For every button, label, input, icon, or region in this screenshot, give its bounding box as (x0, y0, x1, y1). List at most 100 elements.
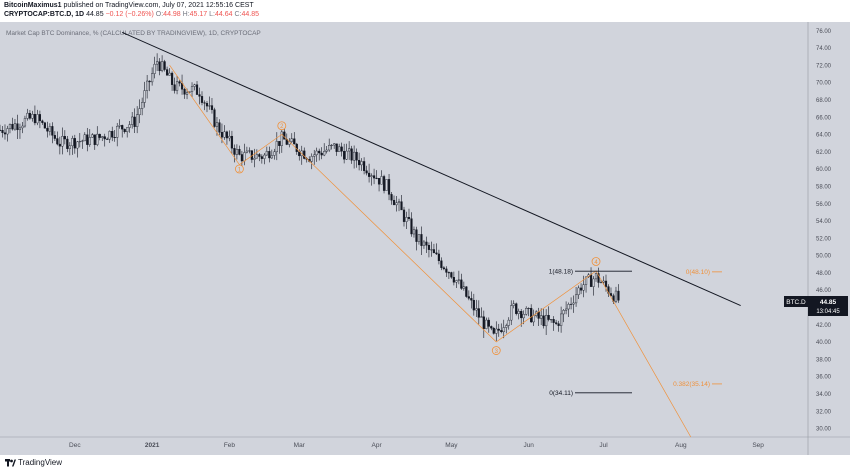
candle-body (58, 143, 61, 147)
candle-body (552, 319, 555, 323)
tradingview-logo-icon[interactable] (5, 459, 16, 467)
fib-label: 0.382(35.14) (673, 381, 710, 388)
candle-body (101, 136, 104, 138)
candle-body (422, 241, 426, 246)
candle-body (233, 147, 236, 155)
candle-body (577, 287, 580, 296)
candle-body (310, 156, 313, 162)
candle-body (83, 134, 86, 142)
wave-marker (491, 346, 501, 355)
candle-body (550, 319, 553, 321)
candle-body (123, 128, 126, 133)
candle-body (482, 316, 485, 329)
candle-body (228, 135, 231, 139)
chart-footer: TradingView (0, 455, 850, 471)
candle-body (537, 311, 540, 319)
candle-body (76, 141, 79, 149)
candle-body (98, 133, 101, 138)
candle-body (263, 154, 266, 159)
wave-label: 1 (238, 167, 242, 173)
tradingview-brand[interactable]: TradingView (18, 458, 63, 467)
candle-body (547, 314, 550, 320)
candle-body (407, 217, 411, 219)
candle-body (198, 94, 201, 97)
candle-body (507, 319, 510, 326)
candle-body (440, 260, 443, 268)
x-tick-label: Dec (69, 442, 81, 449)
price-axis[interactable] (808, 22, 850, 455)
candle-body (545, 314, 548, 327)
candle-body (530, 307, 533, 323)
candle-body (445, 268, 448, 273)
candle-body (472, 299, 475, 311)
candle-body (240, 154, 244, 162)
candle-body (370, 175, 373, 177)
candle-body (560, 313, 563, 326)
candle-body (223, 131, 226, 138)
candle-body (195, 84, 199, 95)
candle-body (235, 149, 239, 155)
candle-body (532, 315, 535, 323)
candle-body (457, 279, 460, 281)
candle-body (6, 128, 9, 135)
candle-body (572, 302, 575, 305)
candle-body (375, 177, 378, 179)
author-name[interactable]: BitcoinMaximus1 (4, 2, 62, 9)
x-tick-label: Feb (224, 442, 236, 449)
candle-body (417, 234, 421, 242)
candle-body (126, 127, 129, 133)
candle-body (602, 280, 605, 283)
candle-body (238, 149, 241, 155)
candle-body (450, 272, 453, 278)
candle-body (53, 135, 56, 139)
price-chart[interactable]: Market Cap BTC Dominance, % (CALCULATED … (0, 22, 850, 455)
candle-body (178, 81, 181, 84)
price-tag-countdown: 13:04:45 (816, 309, 840, 315)
candle-body (268, 151, 271, 159)
candle-body (597, 273, 600, 283)
candle-body (348, 148, 351, 152)
trendline[interactable] (121, 31, 741, 307)
low-label: L: (209, 11, 215, 18)
elliott-waves[interactable]: 1 2 3 4 (169, 65, 692, 438)
fib-levels[interactable]: 1(48.18) 0(34.11) 0(48.10) 0.382(35.14) (549, 268, 722, 397)
candle-body (325, 149, 328, 152)
y-tick-label: 68.00 (816, 98, 832, 104)
candle-body (455, 280, 458, 283)
candle-body (447, 272, 450, 274)
candle-body (258, 154, 261, 157)
candle-body (61, 136, 64, 147)
time-axis[interactable] (0, 437, 808, 455)
candle-body (365, 170, 368, 174)
candle-body (400, 201, 403, 211)
candle-body (527, 307, 530, 309)
candle-body (485, 319, 488, 329)
candle-body (0, 129, 2, 131)
x-tick-label: Jun (523, 442, 534, 449)
candle-body (372, 175, 376, 179)
candle-body (190, 86, 194, 92)
candle-body (574, 294, 578, 304)
candle-body (31, 114, 34, 119)
candle-body (73, 138, 76, 149)
publish-info: BitcoinMaximus1 published on TradingView… (4, 2, 254, 9)
candle-body (243, 152, 246, 162)
candle-body (225, 131, 229, 139)
candle-body (38, 114, 42, 122)
candle-body (510, 305, 513, 321)
candle-body (151, 73, 154, 83)
candle-body (442, 267, 446, 270)
candle-body (557, 323, 560, 326)
candle-body (21, 125, 24, 129)
candle-body (93, 134, 96, 145)
publish-date: published on TradingView.com, July 07, 2… (63, 2, 254, 9)
candle-body (617, 290, 620, 301)
candle-body (270, 155, 273, 159)
candle-body (175, 81, 179, 91)
chart-header: BitcoinMaximus1 published on TradingView… (0, 0, 850, 22)
high-value: 45.17 (189, 11, 208, 18)
candle-body (520, 310, 523, 319)
y-tick-label: 70.00 (816, 81, 832, 87)
candle-body (78, 141, 81, 143)
candle-body (16, 123, 19, 131)
